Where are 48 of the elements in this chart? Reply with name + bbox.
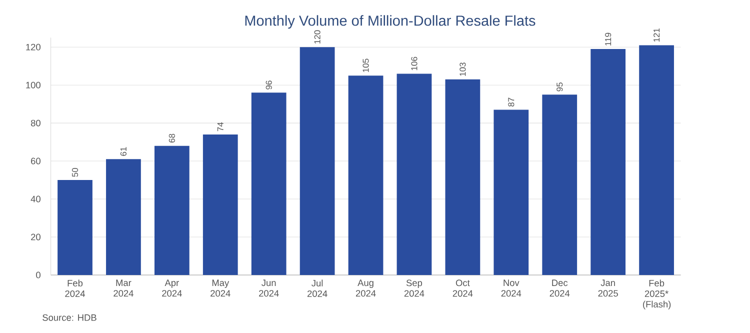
bar — [445, 79, 480, 275]
data-label: 61 — [120, 147, 126, 156]
bar — [154, 146, 190, 275]
x-tick-label: Apr 2024 — [162, 280, 182, 297]
bar — [106, 159, 141, 275]
data-label: 105 — [362, 58, 369, 72]
data-label: 103 — [460, 62, 466, 76]
data-label: 68 — [168, 134, 175, 143]
x-tick-label: Feb 2025* (Flash) — [643, 280, 671, 310]
bar — [494, 110, 529, 275]
data-label: 50 — [72, 168, 78, 177]
bar — [396, 74, 432, 275]
data-label: 95 — [556, 82, 563, 92]
y-tick-label: 60 — [31, 158, 40, 164]
bar — [590, 49, 626, 275]
bar — [639, 45, 674, 275]
y-tick-label: 20 — [31, 234, 40, 240]
data-label: 106 — [411, 56, 418, 70]
source-note: Source: HDB — [42, 314, 96, 321]
x-tick-label: Sep 2024 — [404, 280, 424, 297]
bar — [251, 92, 286, 275]
y-tick-label: 120 — [26, 44, 40, 50]
bar — [542, 94, 578, 275]
data-label: 120 — [314, 30, 320, 44]
bar — [58, 180, 92, 275]
x-tick-label: May 2024 — [210, 280, 230, 297]
y-tick-label: 80 — [30, 120, 40, 126]
data-label: 96 — [266, 80, 272, 90]
data-label: 87 — [508, 98, 514, 107]
x-tick-label: Nov 2024 — [501, 280, 522, 297]
x-tick-label: Jul 2024 — [308, 280, 328, 297]
data-label: 119 — [605, 32, 612, 46]
data-label: 74 — [217, 122, 224, 132]
y-tick-label: 100 — [26, 82, 40, 88]
x-tick-label: Mar 2024 — [114, 280, 134, 297]
y-tick-label: 0 — [36, 272, 40, 278]
x-tick-label: Oct 2024 — [452, 280, 473, 297]
chart-title: Monthly Volume of Million-Dollar Resale Flats — [245, 15, 536, 29]
y-tick-label: 40 — [30, 196, 40, 202]
bar — [300, 47, 335, 275]
bar — [348, 76, 384, 275]
x-tick-label: Aug 2024 — [356, 280, 376, 297]
data-label: 121 — [654, 28, 660, 42]
x-tick-label: Dec 2024 — [550, 280, 570, 297]
x-tick-label: Feb 2024 — [65, 280, 85, 297]
x-tick-label: Jan 2025 — [598, 280, 618, 297]
bar — [202, 134, 238, 275]
x-tick-label: Jun 2024 — [259, 280, 279, 297]
